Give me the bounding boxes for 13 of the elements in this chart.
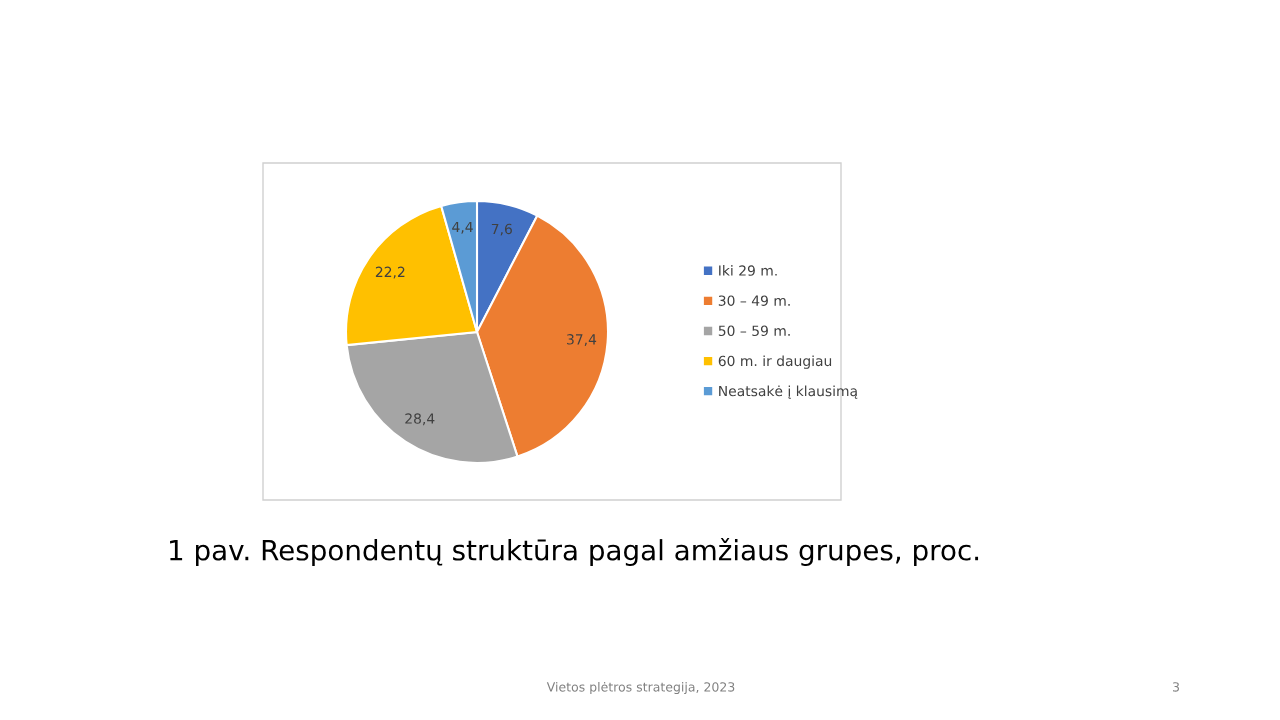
data-label: 37,4: [567, 334, 597, 346]
data-label: 22,2: [375, 266, 405, 279]
text: 1 pav. Respondentų struktūra pagal amžiaus grupes, proc.: [170, 538, 979, 566]
data-label: 28,4: [405, 413, 435, 426]
data-label: 7,6: [491, 223, 512, 236]
legend-label: Neatsakė į klausimą: [719, 385, 858, 399]
data-label: 4,4: [452, 221, 473, 234]
text: 3: [1173, 682, 1179, 692]
legend-label: 30 – 49 m.: [718, 295, 790, 306]
legend-label: 50 – 59 m.: [718, 325, 790, 337]
text: Vietos plėtros strategija, 2023: [546, 681, 735, 695]
legend-label: Iki 29 m.: [719, 265, 777, 276]
legend-label: 60 m. ir daugiau: [718, 355, 832, 369]
